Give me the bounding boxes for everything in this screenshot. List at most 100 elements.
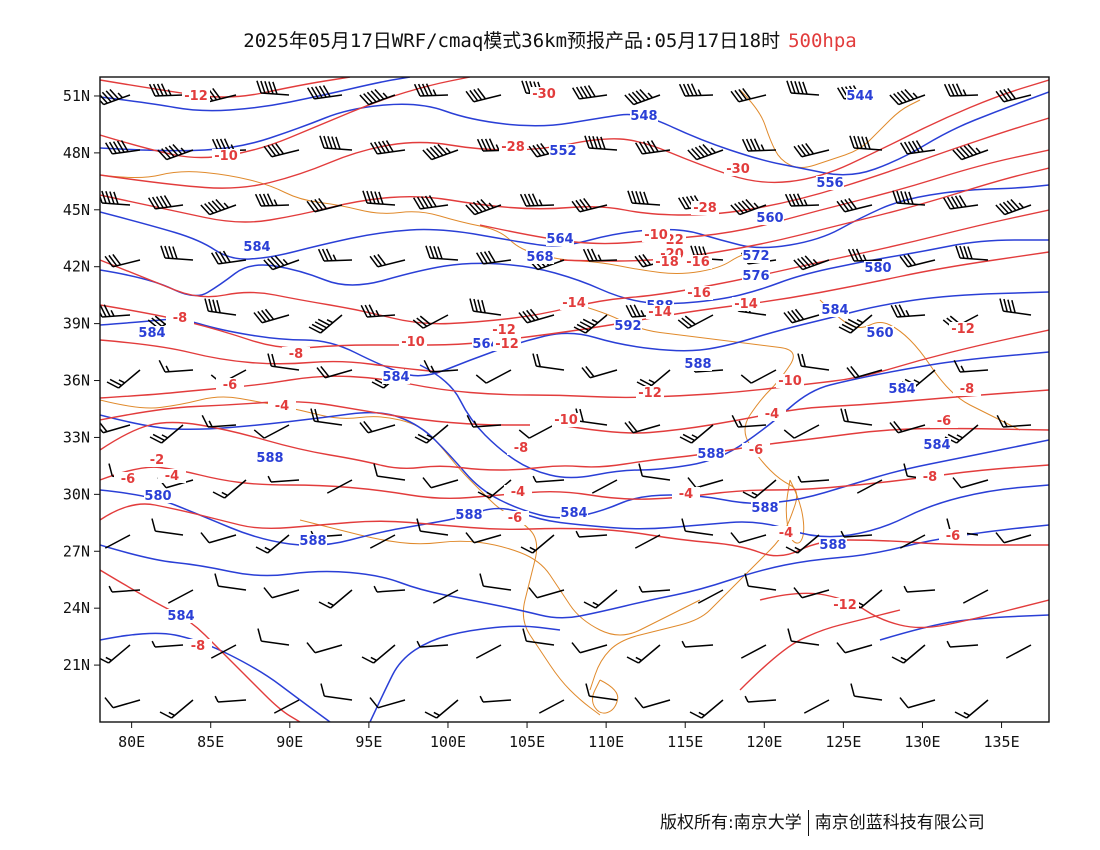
- wind-barb: [316, 365, 353, 379]
- boundary-line: [785, 479, 805, 544]
- wind-barb: [591, 479, 618, 494]
- plot-frame: [99, 76, 1050, 723]
- temperature-label-bg: [672, 487, 700, 501]
- wind-barb: [475, 369, 512, 384]
- wind-barb: [572, 85, 608, 100]
- wind-barb: [263, 142, 300, 158]
- temperature-label-bg: [143, 453, 171, 467]
- wind-barb: [730, 532, 767, 544]
- lat-tick-label: 48N: [63, 144, 90, 162]
- height-contour-label: 588: [684, 357, 711, 372]
- height-contour-label: 584: [923, 438, 950, 453]
- temperature-contour-label: -8: [289, 347, 303, 362]
- height-contour-label: 584: [243, 240, 270, 255]
- height-contour-label: 584: [888, 382, 915, 397]
- temperature-contour-label: -16: [687, 286, 711, 301]
- wind-barb: [465, 532, 502, 544]
- temperature-label-bg: [930, 414, 958, 428]
- height-contour-label: 584: [167, 609, 194, 624]
- latitude-axis: 51N 48N 45N 42N 39N 36N 33N 30N 27N 24N 21N: [63, 87, 100, 674]
- height-contour-line: [100, 239, 1049, 305]
- height-contour-label: 572: [742, 249, 769, 264]
- lon-tick-label: 125E: [825, 733, 861, 751]
- height-label-bg: [888, 382, 916, 396]
- height-contour-label: 548: [630, 109, 657, 124]
- wind-barb: [582, 248, 618, 262]
- wind-barb: [214, 695, 247, 703]
- wind-barb: [211, 250, 247, 265]
- lon-tick-label: 105E: [509, 733, 545, 751]
- temperature-label-bg: [268, 399, 296, 413]
- temperature-label-bg: [916, 470, 944, 484]
- wind-barb: [999, 298, 1032, 316]
- wind-barb: [952, 477, 989, 489]
- wind-barb: [532, 475, 565, 483]
- boundary-line: [100, 171, 761, 275]
- wind-barb: [785, 534, 820, 554]
- lon-tick-label: 130E: [904, 733, 940, 751]
- height-contour-label: 588: [299, 534, 326, 549]
- wind-barb: [528, 587, 565, 599]
- temperature-contour-label: -12: [184, 89, 208, 104]
- wind-barb: [256, 80, 290, 96]
- temperature-contour-label: -10: [554, 413, 578, 428]
- wind-barb: [624, 89, 661, 106]
- temperature-label-bg: [504, 485, 532, 499]
- height-contour-label: 584: [560, 506, 587, 521]
- wind-barb: [783, 424, 820, 439]
- wind-barb: [204, 298, 237, 316]
- lat-tick-label: 24N: [63, 599, 90, 617]
- height-contour-label: 564: [472, 337, 499, 352]
- lat-tick-label: 33N: [63, 428, 90, 446]
- temperature-label-bg: [399, 335, 427, 349]
- wind-barb: [318, 589, 353, 609]
- height-contour-label: 568: [526, 250, 553, 265]
- temperature-label-bg: [636, 386, 664, 400]
- wind-barb: [200, 199, 237, 216]
- temperature-label-bg: [490, 323, 518, 337]
- wind-barb: [742, 479, 777, 499]
- temperature-contour-label: -12: [951, 322, 975, 337]
- temperature-contour-label: -2: [150, 453, 164, 468]
- height-label-bg: [819, 538, 847, 552]
- wind-barb: [414, 424, 449, 444]
- wind-barb: [432, 589, 459, 604]
- wind-barb: [836, 642, 873, 654]
- temperature-contour-label: -16: [686, 255, 710, 270]
- lat-tick-label: 42N: [63, 258, 90, 276]
- temperature-contour-line: [739, 609, 901, 691]
- height-contour-line: [100, 411, 1049, 519]
- wind-barb: [360, 304, 396, 318]
- wind-barb: [416, 518, 449, 536]
- height-label-bg: [742, 249, 770, 263]
- temperature-contour-label: -28: [693, 201, 717, 216]
- wind-barb: [306, 642, 343, 654]
- height-label-bg: [546, 232, 574, 246]
- wind-barb: [793, 587, 830, 599]
- wind-barb: [679, 424, 714, 444]
- wind-barb: [522, 628, 555, 646]
- wind-barb: [519, 193, 555, 207]
- height-contour-line: [419, 351, 1049, 479]
- wind-barb: [359, 89, 396, 106]
- wind-barb: [624, 420, 661, 434]
- wind-barb: [575, 530, 608, 538]
- temperature-contours: [100, 77, 1049, 722]
- wind-barb: [532, 353, 565, 371]
- wind-barb: [803, 699, 830, 714]
- wind-barb: [475, 644, 502, 659]
- lon-tick-label: 135E: [983, 733, 1019, 751]
- wind-barb: [100, 644, 131, 664]
- wind-barb: [634, 534, 661, 549]
- height-contours: [100, 77, 1049, 722]
- wind-barb: [100, 89, 131, 106]
- temperature-label-bg: [166, 311, 194, 325]
- wind-barb: [369, 697, 406, 709]
- temperature-contour-label: -4: [511, 485, 525, 500]
- wind-barb: [740, 644, 767, 659]
- height-label-bg: [243, 240, 271, 254]
- wind-barb: [306, 197, 343, 213]
- temperature-label-bg: [732, 297, 760, 311]
- height-label-bg: [138, 326, 166, 340]
- temperature-contour-label: -4: [765, 407, 779, 422]
